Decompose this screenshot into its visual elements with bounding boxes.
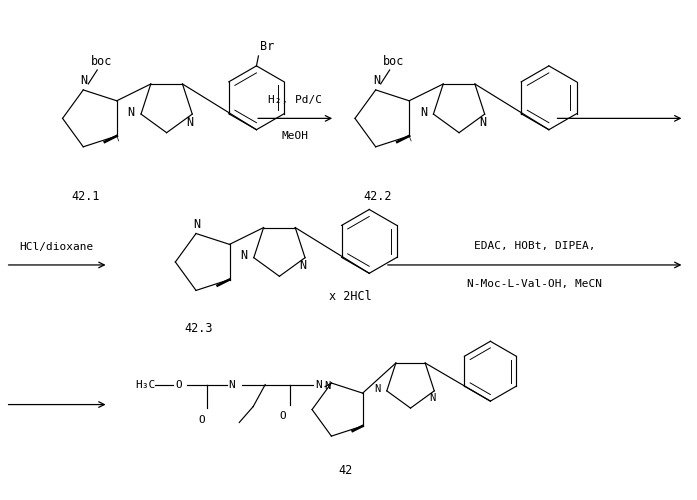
Text: x 2HCl: x 2HCl bbox=[328, 290, 372, 303]
Text: 42.1: 42.1 bbox=[71, 190, 100, 203]
Text: N: N bbox=[479, 116, 487, 128]
Text: H₃C: H₃C bbox=[135, 380, 155, 390]
Text: N: N bbox=[429, 393, 436, 403]
Text: N: N bbox=[128, 106, 135, 118]
Text: N: N bbox=[315, 380, 322, 390]
Text: N: N bbox=[240, 249, 247, 262]
Text: N: N bbox=[81, 74, 88, 87]
Text: N: N bbox=[375, 384, 381, 394]
Text: Br: Br bbox=[261, 40, 275, 53]
Text: MeOH: MeOH bbox=[282, 132, 309, 141]
Text: H₂, Pd/C: H₂, Pd/C bbox=[268, 96, 322, 106]
Text: N: N bbox=[228, 380, 235, 390]
Text: boc: boc bbox=[91, 55, 112, 68]
Text: N: N bbox=[187, 116, 194, 128]
Text: EDAC, HOBt, DIPEA,: EDAC, HOBt, DIPEA, bbox=[474, 241, 595, 251]
Text: O: O bbox=[176, 380, 182, 390]
Text: N: N bbox=[324, 381, 330, 391]
Text: N: N bbox=[300, 259, 307, 272]
Text: N: N bbox=[194, 218, 201, 230]
Text: N-Moc-L-Val-OH, MeCN: N-Moc-L-Val-OH, MeCN bbox=[467, 279, 602, 289]
Text: HCl/dioxane: HCl/dioxane bbox=[20, 242, 93, 252]
Text: N: N bbox=[373, 74, 381, 87]
Text: boc: boc bbox=[383, 55, 404, 68]
Text: N: N bbox=[420, 106, 427, 118]
Text: O: O bbox=[198, 414, 205, 424]
Text: 42.2: 42.2 bbox=[364, 190, 392, 203]
Text: 42.3: 42.3 bbox=[184, 322, 213, 335]
Text: O: O bbox=[279, 410, 286, 420]
Text: 42: 42 bbox=[338, 464, 352, 477]
